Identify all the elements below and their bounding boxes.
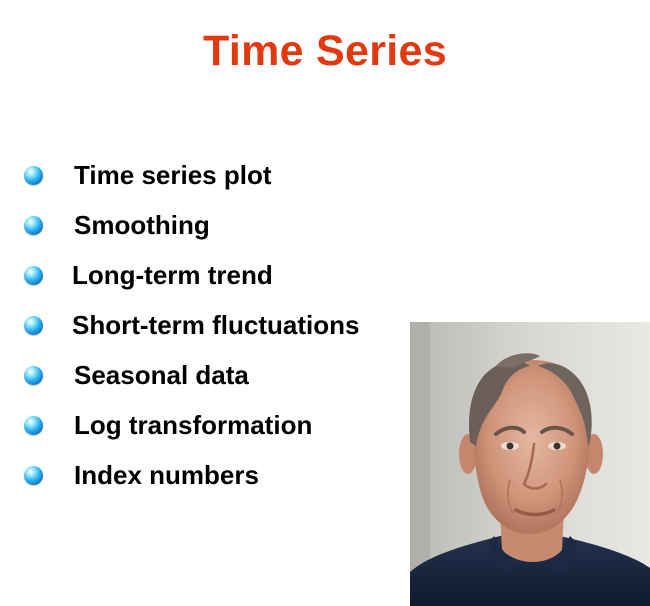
blue-sphere-icon [24,315,43,335]
blue-sphere-icon [24,165,43,185]
bullet-text: Seasonal data [74,359,249,390]
bullet-item: Log transformation [24,400,359,450]
blue-sphere-icon [24,265,43,285]
bullet-text: Index numbers [74,459,259,490]
blue-sphere-icon [24,415,43,435]
bullet-text: Log transformation [74,409,313,440]
bullet-item: Seasonal data [24,350,359,400]
portrait-photo [410,322,650,606]
blue-sphere-icon [24,465,43,485]
bullet-text: Time series plot [74,159,272,190]
bullet-text: Long-term trend [72,259,273,290]
bullet-item: Index numbers [24,450,359,500]
blue-sphere-icon [24,365,43,385]
blue-sphere-icon [24,215,43,235]
bullet-text: Short-term fluctuations [72,309,360,340]
bullet-item: Smoothing [24,200,359,250]
bullet-text: Smoothing [74,209,210,240]
bullet-item: Time series plot [24,150,359,200]
bullet-list: Time series plot Smoothing Long-term tre… [24,150,359,500]
bullet-item: Long-term trend [24,250,359,300]
slide-title: Time Series [203,27,447,75]
bullet-item: Short-term fluctuations [24,300,359,350]
